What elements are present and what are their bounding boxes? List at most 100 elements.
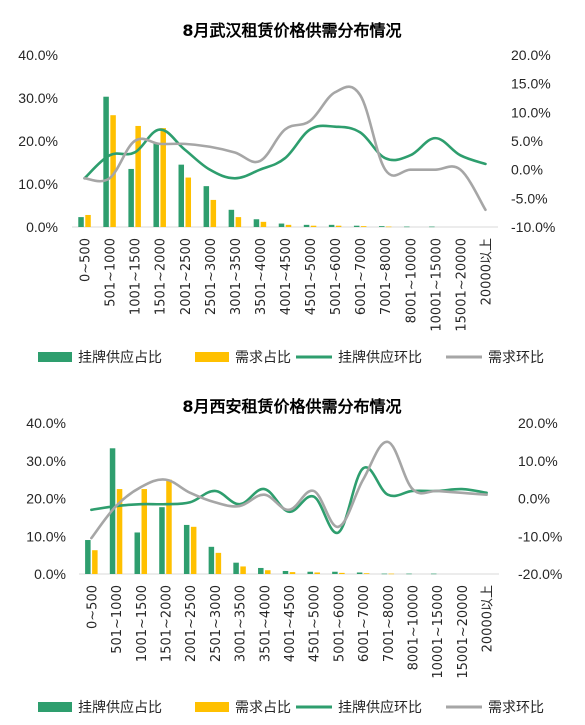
x-tick-label: 8001~10000	[407, 585, 422, 670]
y-right-tick: -10.0%	[511, 219, 555, 235]
x-tick-label: 501~1000	[104, 238, 119, 307]
supply-bar	[233, 562, 239, 574]
supply-bar	[183, 524, 190, 574]
demand-bar	[388, 573, 395, 575]
demand-bar	[335, 225, 342, 227]
y-right-tick: 0.0%	[511, 162, 543, 178]
x-tick-label: 15001~20000	[454, 238, 469, 332]
demand-bar	[240, 566, 246, 574]
x-tick-label: 3501~4000	[254, 238, 269, 315]
demand-bar	[285, 224, 292, 227]
supply-bar	[278, 223, 285, 227]
legend: 挂牌供应占比 需求占比 挂牌供应环比 需求环比	[38, 699, 544, 716]
y-left-tick: 40.0%	[18, 47, 58, 63]
legend-swatch	[195, 702, 229, 712]
legend-swatch	[195, 352, 229, 362]
x-tick-label: 10001~15000	[429, 238, 444, 332]
x-tick-label: 8001~10000	[404, 238, 419, 323]
supply-bar	[303, 224, 310, 227]
demand-change-line	[83, 85, 487, 212]
demand-bar	[116, 489, 123, 574]
supply-bar	[159, 507, 165, 574]
demand-bar	[314, 572, 320, 574]
y-left-tick: 10.0%	[18, 176, 58, 192]
demand-bar	[215, 552, 222, 574]
x-tick-label: 7001~8000	[379, 238, 394, 315]
demand-bar	[110, 115, 116, 227]
supply-bar	[103, 96, 109, 228]
demand-bar	[160, 128, 166, 227]
legend-swatch	[38, 702, 72, 712]
chart-wuhan: 8月武汉租赁价格供需分布情况 0.0% 10.0% 20.0% 30.0% 40.0% -1…	[18, 21, 555, 365]
demand-bar	[135, 125, 141, 227]
legend-swatch	[38, 352, 72, 362]
demand-bar	[339, 572, 345, 574]
x-tick-label: 20000以上	[479, 238, 494, 305]
supply-bar	[381, 573, 388, 575]
supply-change-line	[83, 124, 487, 180]
y-left-tick: 10.0%	[26, 528, 66, 544]
legend-label: 需求占比	[235, 700, 291, 716]
demand-bar	[141, 489, 148, 574]
chart-xian: 8月西安租赁价格供需分布情况 0.0% 10.0% 20.0% 30.0% 40.0% -2…	[26, 397, 562, 716]
chart-title: 8月武汉租赁价格供需分布情况	[182, 21, 401, 40]
y-left-tick: 30.0%	[26, 453, 66, 469]
demand-bar	[289, 572, 296, 574]
y-left-tick: 20.0%	[18, 133, 58, 149]
demand-bar	[210, 199, 217, 227]
x-tick-label: 20000以上	[481, 585, 496, 652]
y-right-tick: -20.0%	[518, 566, 562, 582]
supply-bar	[328, 224, 335, 227]
supply-bar	[178, 164, 185, 227]
y-left-tick: 0.0%	[26, 219, 58, 235]
supply-bar	[253, 219, 260, 227]
demand-bar	[235, 217, 242, 227]
x-tick-label: 6001~7000	[354, 238, 369, 315]
demand-bar	[363, 573, 370, 574]
x-tick-label: 4501~5000	[308, 585, 323, 662]
supply-bar	[128, 168, 134, 227]
x-tick-label: 15001~20000	[456, 585, 471, 679]
x-tick-label: 1001~1500	[129, 238, 144, 315]
y-left-tick: 20.0%	[26, 491, 66, 507]
x-tick-label: 4001~4500	[279, 238, 294, 315]
x-tick-label: 4501~5000	[304, 238, 319, 315]
x-tick-label: 1501~2000	[154, 238, 169, 315]
demand-bar	[260, 221, 267, 227]
demand-bar	[385, 226, 392, 228]
x-tick-label: 10001~15000	[431, 585, 446, 679]
y-right-tick: 20.0%	[511, 47, 551, 63]
x-tick-label: 3001~3500	[229, 238, 244, 315]
x-tick-label: 1001~1500	[135, 585, 150, 662]
demand-bar	[360, 226, 367, 227]
x-tick-label: 1501~2000	[159, 585, 174, 662]
y-left-tick: 30.0%	[18, 90, 58, 106]
legend-label: 需求环比	[488, 700, 544, 716]
x-tick-label: 6001~7000	[357, 585, 372, 662]
demand-bar	[92, 550, 98, 574]
supply-bar	[406, 573, 412, 575]
x-tick-label: 7001~8000	[382, 585, 397, 662]
supply-bar	[258, 567, 264, 574]
supply-bar	[430, 573, 437, 575]
supply-bar	[356, 572, 363, 574]
supply-bar	[208, 546, 215, 574]
x-tick-label: 4001~4500	[283, 585, 298, 662]
y-right-tick: 20.0%	[518, 415, 558, 431]
demand-bar	[185, 177, 192, 227]
supply-bar	[134, 532, 141, 574]
demand-bar	[166, 479, 172, 574]
y-right-tick: 10.0%	[511, 104, 551, 120]
legend-label: 需求占比	[235, 350, 291, 365]
supply-bar	[85, 540, 91, 574]
supply-bar	[378, 226, 385, 227]
supply-bar	[203, 186, 210, 227]
supply-bar	[332, 571, 338, 574]
demand-change-line	[90, 440, 488, 540]
supply-bar	[282, 570, 289, 574]
x-tick-label: 501~1000	[110, 585, 125, 654]
supply-bar	[78, 217, 84, 227]
supply-bar	[153, 143, 159, 227]
x-tick-label: 3001~3500	[234, 585, 249, 662]
